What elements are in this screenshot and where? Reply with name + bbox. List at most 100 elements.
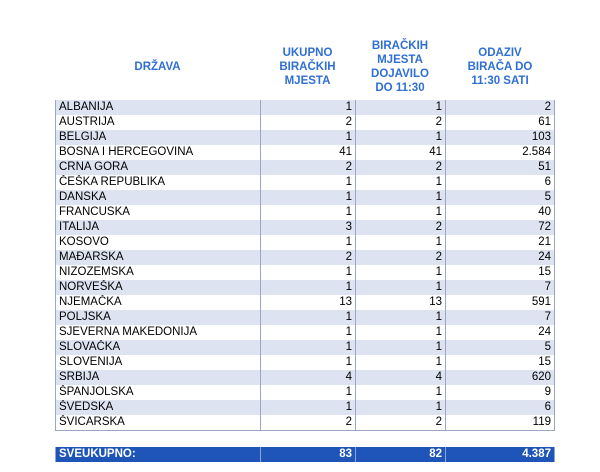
odaziv-cell: 9 — [445, 385, 555, 400]
ukupno-cell: 1 — [260, 400, 355, 415]
country-cell: SLOVAČKA — [55, 340, 260, 355]
dojavilo-cell: 2 — [355, 115, 445, 130]
total-odaziv: 4.387 — [445, 447, 555, 462]
table-row: NORVEŠKA 1 1 7 — [55, 280, 555, 295]
ukupno-cell: 1 — [260, 325, 355, 340]
country-cell: NJEMAČKA — [55, 295, 260, 310]
odaziv-cell: 119 — [445, 415, 555, 430]
table-header: DRŽAVA UKUPNO BIRAČKIH MJESTA BIRAČKIH M… — [55, 33, 555, 100]
odaziv-cell: 5 — [445, 190, 555, 205]
ukupno-cell: 3 — [260, 220, 355, 235]
country-cell: ITALIJA — [55, 220, 260, 235]
total-row: SVEUKUPNO: 83 82 4.387 — [55, 447, 555, 462]
table-row: SLOVAČKA 1 1 5 — [55, 340, 555, 355]
dojavilo-cell: 1 — [355, 385, 445, 400]
odaziv-cell: 2.584 — [445, 145, 555, 160]
table-divider — [55, 430, 555, 431]
country-cell: BOSNA I HERCEGOVINA — [55, 145, 260, 160]
country-cell: SJEVERNA MAKEDONIJA — [55, 325, 260, 340]
odaziv-cell: 7 — [445, 280, 555, 295]
odaziv-cell: 620 — [445, 370, 555, 385]
odaziv-cell: 103 — [445, 130, 555, 145]
ukupno-cell: 1 — [260, 205, 355, 220]
table-row: NJEMAČKA 13 13 591 — [55, 295, 555, 310]
table-row: KOSOVO 1 1 21 — [55, 235, 555, 250]
table-row: NIZOZEMSKA 1 1 15 — [55, 265, 555, 280]
dojavilo-cell: 2 — [355, 160, 445, 175]
dojavilo-cell: 1 — [355, 340, 445, 355]
ukupno-cell: 1 — [260, 190, 355, 205]
table-row: SRBIJA 4 4 620 — [55, 370, 555, 385]
odaziv-cell: 24 — [445, 250, 555, 265]
country-cell: ŠVICARSKA — [55, 415, 260, 430]
country-cell: CRNA GORA — [55, 160, 260, 175]
dojavilo-cell: 1 — [355, 130, 445, 145]
header-ukupno: UKUPNO BIRAČKIH MJESTA — [279, 46, 336, 87]
dojavilo-cell: 2 — [355, 415, 445, 430]
dojavilo-cell: 1 — [355, 175, 445, 190]
table-row: FRANCUSKA 1 1 40 — [55, 205, 555, 220]
odaziv-cell: 72 — [445, 220, 555, 235]
table-row: ITALIJA 3 2 72 — [55, 220, 555, 235]
table-row: ŠVEDSKA 1 1 6 — [55, 400, 555, 415]
dojavilo-cell: 1 — [355, 280, 445, 295]
ukupno-cell: 1 — [260, 265, 355, 280]
odaziv-cell: 24 — [445, 325, 555, 340]
ukupno-cell: 41 — [260, 145, 355, 160]
dojavilo-cell: 1 — [355, 265, 445, 280]
dojavilo-cell: 1 — [355, 190, 445, 205]
odaziv-cell: 51 — [445, 160, 555, 175]
ukupno-cell: 1 — [260, 280, 355, 295]
voter-turnout-table: DRŽAVA UKUPNO BIRAČKIH MJESTA BIRAČKIH M… — [55, 33, 555, 462]
table-row: ALBANIJA 1 1 2 — [55, 100, 555, 115]
country-cell: KOSOVO — [55, 235, 260, 250]
dojavilo-cell: 2 — [355, 220, 445, 235]
header-drzava: DRŽAVA — [134, 60, 181, 73]
table-body: ALBANIJA 1 1 2 AUSTRIJA 2 2 61 BELGIJA 1 1 103 BOSNA… — [55, 100, 555, 430]
ukupno-cell: 1 — [260, 235, 355, 250]
ukupno-cell: 1 — [260, 175, 355, 190]
country-cell: ALBANIJA — [55, 100, 260, 115]
table-row: DANSKA 1 1 5 — [55, 190, 555, 205]
dojavilo-cell: 1 — [355, 235, 445, 250]
ukupno-cell: 2 — [260, 250, 355, 265]
odaziv-cell: 6 — [445, 400, 555, 415]
country-cell: BELGIJA — [55, 130, 260, 145]
dojavilo-cell: 1 — [355, 355, 445, 370]
table-row: ČEŠKA REPUBLIKA 1 1 6 — [55, 175, 555, 190]
odaziv-cell: 5 — [445, 340, 555, 355]
table-row: ŠVICARSKA 2 2 119 — [55, 415, 555, 430]
country-cell: FRANCUSKA — [55, 205, 260, 220]
ukupno-cell: 4 — [260, 370, 355, 385]
ukupno-cell: 1 — [260, 355, 355, 370]
dojavilo-cell: 13 — [355, 295, 445, 310]
table-row: MAĐARSKA 2 2 24 — [55, 250, 555, 265]
odaziv-cell: 6 — [445, 175, 555, 190]
table-row: ŠPANJOLSKA 1 1 9 — [55, 385, 555, 400]
table-row: SLOVENIJA 1 1 15 — [55, 355, 555, 370]
dojavilo-cell: 1 — [355, 100, 445, 115]
table-row: AUSTRIJA 2 2 61 — [55, 115, 555, 130]
dojavilo-cell: 1 — [355, 310, 445, 325]
ukupno-cell: 13 — [260, 295, 355, 310]
total-dojavilo: 82 — [355, 447, 445, 462]
total-label: SVEUKUPNO: — [55, 447, 260, 462]
header-odaziv: ODAZIV BIRAČA DO 11:30 SATI — [467, 46, 533, 87]
odaziv-cell: 40 — [445, 205, 555, 220]
odaziv-cell: 2 — [445, 100, 555, 115]
ukupno-cell: 1 — [260, 130, 355, 145]
table-row: BOSNA I HERCEGOVINA 41 41 2.584 — [55, 145, 555, 160]
table-row: CRNA GORA 2 2 51 — [55, 160, 555, 175]
header-dojavilo: BIRAČKIH MJESTA DOJAVILO DO 11:30 — [371, 39, 429, 94]
country-cell: ŠVEDSKA — [55, 400, 260, 415]
country-cell: SRBIJA — [55, 370, 260, 385]
country-cell: SLOVENIJA — [55, 355, 260, 370]
dojavilo-cell: 1 — [355, 205, 445, 220]
dojavilo-cell: 41 — [355, 145, 445, 160]
table-row: POLJSKA 1 1 7 — [55, 310, 555, 325]
country-cell: ČEŠKA REPUBLIKA — [55, 175, 260, 190]
odaziv-cell: 15 — [445, 265, 555, 280]
odaziv-cell: 61 — [445, 115, 555, 130]
dojavilo-cell: 1 — [355, 325, 445, 340]
ukupno-cell: 1 — [260, 310, 355, 325]
